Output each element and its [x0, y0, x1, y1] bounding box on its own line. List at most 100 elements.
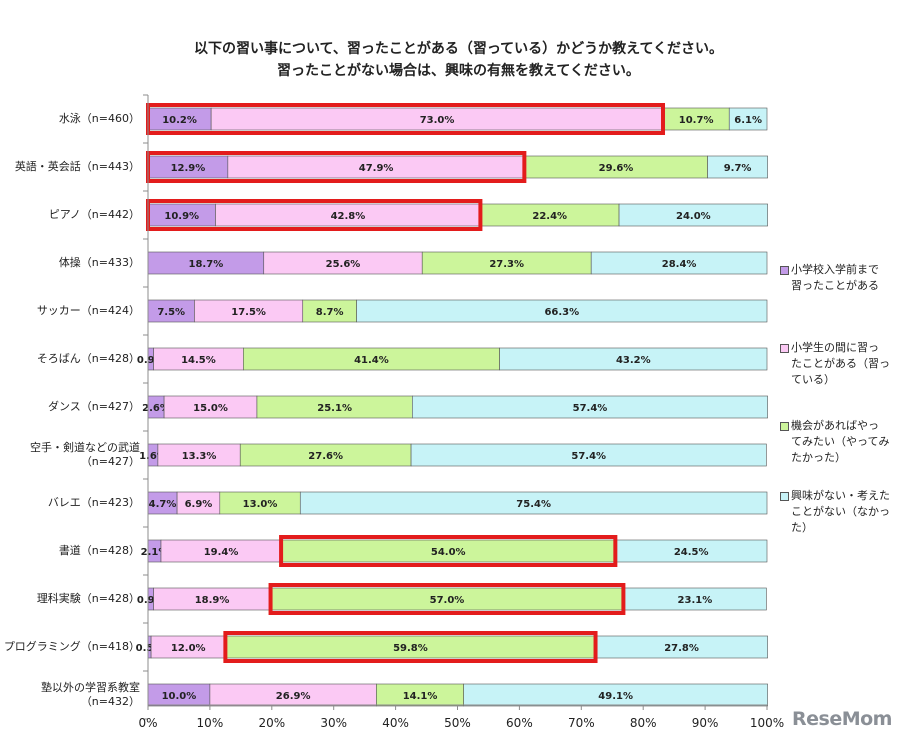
category-label: プログラミング（n=418）: [3, 640, 140, 653]
bar-segment: [299, 491, 768, 515]
legend-text: 興味がない・考えた: [791, 489, 890, 502]
legend-text: 機会があればやっ: [791, 419, 879, 432]
data-label: 0.9%: [137, 595, 165, 606]
category-label: ダンス（n=427）: [48, 400, 140, 413]
data-label: 18.9%: [195, 595, 230, 606]
data-label: 27.6%: [308, 451, 343, 462]
legend-text: 習ったことがある: [791, 279, 879, 292]
data-label: 15.0%: [193, 403, 228, 414]
data-label: 22.4%: [532, 211, 567, 222]
bar-segment: [728, 107, 768, 131]
data-label: 66.3%: [544, 307, 579, 318]
highlight-box: [223, 631, 598, 663]
category-label: そろばん（n=428）: [36, 352, 140, 365]
data-label: 29.6%: [599, 163, 634, 174]
x-tick-label: 70%: [567, 716, 595, 730]
data-label: 27.3%: [489, 259, 524, 270]
legend-text: てみたい（やってみ: [791, 435, 890, 448]
data-label: 25.1%: [317, 403, 352, 414]
data-label: 24.5%: [674, 547, 709, 558]
data-label: 2.6%: [142, 403, 170, 414]
x-tick-label: 100%: [749, 716, 785, 730]
data-label: 47.9%: [359, 163, 394, 174]
data-label: 57.4%: [571, 451, 606, 462]
data-label: 54.0%: [431, 547, 466, 558]
resemom-logo: ReseMom: [792, 708, 892, 730]
legend-swatch: [780, 266, 789, 275]
data-label: 14.1%: [403, 691, 438, 702]
bar-segment: [410, 443, 767, 467]
legend-entry: 小学校入学前まで 習ったことがある: [780, 262, 898, 294]
data-label: 10.7%: [679, 115, 714, 126]
data-label: 57.4%: [573, 403, 608, 414]
data-label: 23.1%: [678, 595, 713, 606]
data-label: 9.7%: [724, 163, 752, 174]
data-label: 12.0%: [171, 643, 206, 654]
data-label: 0.5%: [136, 643, 164, 654]
x-tick-label: 90%: [691, 716, 719, 730]
data-label: 13.3%: [182, 451, 217, 462]
data-label: 24.0%: [676, 211, 711, 222]
data-label: 2.1%: [141, 547, 169, 558]
category-label: ピアノ（n=442）: [48, 208, 140, 221]
data-label: 57.0%: [430, 595, 465, 606]
legend-swatch: [780, 492, 789, 501]
data-label: 28.4%: [662, 259, 697, 270]
data-label: 19.4%: [204, 547, 239, 558]
x-tick-label: 20%: [258, 716, 286, 730]
bar-segment: [707, 155, 768, 179]
data-label: 10.2%: [162, 115, 197, 126]
data-label: 6.9%: [185, 499, 213, 510]
category-label: サッカー（n=424）: [36, 304, 140, 317]
legend-text: たかった）: [791, 451, 846, 464]
category-label: 体操（n=433）: [58, 256, 140, 269]
highlight-box: [279, 535, 618, 567]
category-label: 英語・英会話（n=443）: [14, 160, 140, 173]
data-label: 13.0%: [243, 499, 278, 510]
data-label: 10.9%: [164, 211, 199, 222]
x-tick-label: 10%: [196, 716, 224, 730]
legend-text: ている）: [791, 373, 835, 386]
data-label: 18.7%: [189, 259, 224, 270]
data-label: 0.9%: [137, 355, 165, 366]
category-label: 理科実験（n=428）: [36, 592, 140, 605]
legend-text: た）: [791, 521, 813, 534]
legend-text: 小学生の間に習っ: [791, 341, 879, 354]
legend-entry: 興味がない・考えた ことがない（なかっ た）: [780, 488, 898, 536]
bar-segment: [618, 203, 768, 227]
x-tick-label: 60%: [506, 716, 533, 730]
legend-entry: 小学生の間に習っ たことがある（習っ ている）: [780, 340, 898, 388]
data-label: 75.4%: [516, 499, 551, 510]
category-label: バレエ（n=423）: [47, 496, 140, 509]
chart-title-line-2: 習ったことがない場合は、興味の有無を教えてください。: [277, 63, 640, 79]
data-label: 4.7%: [149, 499, 177, 510]
legend-text: 小学校入学前まで: [791, 263, 879, 276]
data-label: 12.9%: [171, 163, 206, 174]
data-label: 8.7%: [316, 307, 344, 318]
data-label: 49.1%: [598, 691, 633, 702]
data-label: 7.5%: [157, 307, 185, 318]
legend-entry: 機会があればやっ てみたい（やってみ たかった）: [780, 418, 898, 466]
category-label: 書道（n=428）: [58, 544, 140, 557]
data-label: 73.0%: [420, 115, 455, 126]
x-tick-label: 50%: [444, 716, 471, 730]
data-label: 43.2%: [616, 355, 651, 366]
category-label: 空手・剣道などの武道 （n=427）: [30, 441, 140, 468]
x-tick-label: 30%: [320, 716, 348, 730]
bar-segment: [412, 395, 768, 419]
highlight-box: [268, 583, 626, 615]
data-label: 1.6%: [139, 451, 167, 462]
chart-title-line-1: 以下の習い事について、習ったことがある（習っている）かどうか教えてください。: [193, 41, 724, 57]
x-tick-label: 0%: [138, 716, 158, 730]
legend-swatch: [780, 344, 789, 353]
data-label: 26.9%: [276, 691, 311, 702]
data-label: 10.0%: [162, 691, 197, 702]
category-label: 水泳（n=460）: [58, 112, 140, 125]
legend-swatch: [780, 422, 789, 431]
x-tick-label: 80%: [629, 716, 657, 730]
data-label: 17.5%: [231, 307, 266, 318]
bar-segment: [356, 299, 768, 323]
bar-segment: [590, 251, 768, 275]
legend-text: たことがある（習っ: [791, 357, 890, 370]
